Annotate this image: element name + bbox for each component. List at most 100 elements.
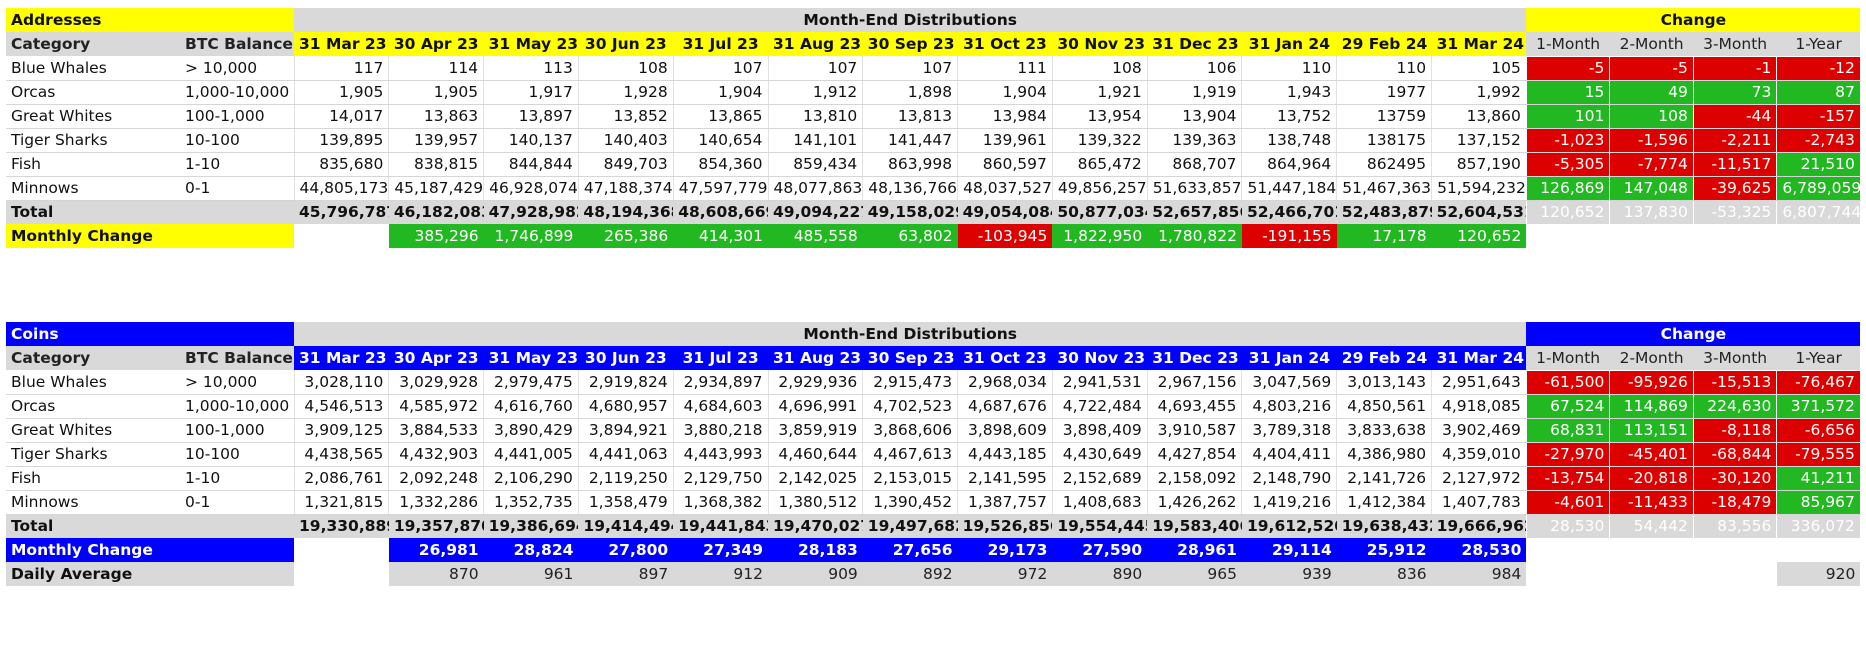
coins-section-header: Month-End Distributions [294, 322, 1527, 346]
date-header: 30 Jun 23 [578, 32, 674, 56]
daily-average-cell: 836 [1336, 562, 1432, 586]
value-cell: 138,748 [1241, 128, 1337, 153]
total-value-cell: 19,357,870 [388, 514, 484, 538]
change-col-header: 3-Month [1693, 346, 1777, 370]
total-change-cell: 336,072 [1776, 513, 1861, 539]
total-value-cell: 19,386,694 [483, 514, 579, 538]
value-cell: 107 [767, 56, 863, 81]
coins-title: Coins [6, 322, 295, 346]
total-value-cell: 50,877,034 [1052, 200, 1148, 224]
table-row: Blue Whales > 10,000 117 114 113 108 107 107 107… [6, 55, 1861, 81]
daily-average-one-year: 920 [1776, 562, 1861, 586]
change-cell: 6,789,059 [1776, 175, 1861, 201]
value-cell: 4,687,676 [957, 394, 1053, 419]
change-col-header: 3-Month [1693, 32, 1777, 56]
value-cell: 2,092,248 [388, 466, 484, 491]
total-value-cell: 48,194,368 [578, 200, 674, 224]
value-cell: 3,898,409 [1051, 418, 1148, 443]
value-cell: 1,368,382 [672, 490, 768, 515]
total-value-cell: 47,928,982 [483, 200, 579, 224]
value-cell: 860,597 [957, 152, 1053, 177]
value-cell: 862495 [1336, 152, 1432, 177]
total-value-cell: 19,583,406 [1147, 514, 1242, 538]
value-cell: 4,443,993 [672, 442, 768, 467]
date-header: 30 Apr 23 [388, 32, 484, 56]
change-cell: -15,513 [1692, 369, 1778, 395]
value-cell: 44,805,173 [293, 176, 389, 201]
value-cell: 1,412,384 [1336, 490, 1432, 515]
total-value-cell: 52,657,856 [1147, 200, 1242, 224]
value-cell: 4,441,063 [577, 442, 674, 467]
empty-cell [1526, 224, 1610, 248]
value-cell: 3,789,318 [1241, 418, 1337, 443]
date-header: 31 Mar 23 [294, 346, 389, 370]
value-cell: 13,865 [672, 104, 768, 129]
value-cell: 868,707 [1146, 152, 1242, 177]
value-cell: 2,129,750 [672, 466, 768, 491]
daily-average-label: Daily Average [6, 562, 295, 586]
addresses-title: Addresses [6, 8, 295, 32]
value-cell: 865,472 [1051, 152, 1148, 177]
value-cell: 1,919 [1146, 80, 1242, 105]
value-cell: 844,844 [483, 152, 579, 177]
change-cell: 41,211 [1776, 465, 1861, 491]
daily-average-cell: 939 [1241, 562, 1337, 586]
balance-cell: 1,000-10,000 [180, 394, 295, 419]
value-cell: 13,813 [862, 104, 958, 129]
value-cell: 1,390,452 [862, 490, 958, 515]
balance-cell: 10-100 [180, 442, 295, 467]
value-cell: 1,898 [862, 80, 958, 105]
value-cell: 3,894,921 [577, 418, 674, 443]
balance-cell: > 10,000 [180, 56, 295, 81]
total-value-cell: 52,466,701 [1241, 200, 1337, 224]
value-cell: 4,443,185 [957, 442, 1053, 467]
change-cell: 85,967 [1776, 489, 1861, 515]
category-cell: Minnows [6, 490, 180, 515]
change-cell: -13,754 [1525, 465, 1611, 491]
value-cell: 13759 [1336, 104, 1432, 129]
total-change-cell: 6,807,744 [1776, 199, 1861, 225]
value-cell: 138175 [1336, 128, 1432, 153]
daily-average-cell: 870 [388, 562, 484, 586]
value-cell: 4,918,085 [1431, 394, 1527, 419]
value-cell: 137,152 [1431, 128, 1527, 153]
date-header: 31 Aug 23 [768, 346, 863, 370]
table-row: Fish 1-10 835,680 838,815 844,844 849,703 854,… [6, 151, 1861, 177]
value-cell: 4,693,455 [1146, 394, 1242, 419]
value-cell: 1,904 [957, 80, 1053, 105]
value-cell: 1,407,783 [1431, 490, 1527, 515]
date-header: 31 Mar 24 [1431, 346, 1527, 370]
change-cell: 68,831 [1525, 417, 1611, 443]
daily-average-row: Daily Average 870 961 897 912 909 892 972 890 965… [6, 562, 1861, 586]
change-col-header: 1-Year [1776, 32, 1861, 56]
change-col-header: 2-Month [1609, 32, 1694, 56]
category-cell: Blue Whales [6, 370, 180, 395]
balance-cell: 100-1,000 [180, 104, 295, 129]
monthly-change-cell: 28,530 [1431, 538, 1527, 562]
change-cell: 101 [1525, 103, 1611, 129]
value-cell: 4,616,760 [483, 394, 579, 419]
table-row: Tiger Sharks 10-100 4,438,565 4,432,903 4,44… [6, 441, 1861, 467]
change-cell: -76,467 [1776, 369, 1861, 395]
value-cell: 107 [672, 56, 768, 81]
daily-average-cell: 984 [1431, 562, 1527, 586]
date-header: 31 Mar 24 [1431, 32, 1527, 56]
value-cell: 1,921 [1051, 80, 1148, 105]
value-cell: 1,943 [1241, 80, 1337, 105]
monthly-change-cell: 27,656 [862, 538, 958, 562]
category-cell: Fish [6, 466, 180, 491]
value-cell: 4,722,484 [1051, 394, 1148, 419]
value-cell: 141,101 [767, 128, 863, 153]
value-cell: 2,158,092 [1146, 466, 1242, 491]
value-cell: 4,803,216 [1241, 394, 1337, 419]
total-value-cell: 19,554,445 [1052, 514, 1148, 538]
total-value-cell: 48,608,669 [673, 200, 768, 224]
value-cell: 13,904 [1146, 104, 1242, 129]
value-cell: 106 [1146, 56, 1242, 81]
value-cell: 2,141,726 [1336, 466, 1432, 491]
change-cell: -5,305 [1525, 151, 1611, 177]
total-label: Total [6, 200, 295, 224]
value-cell: 4,684,603 [672, 394, 768, 419]
total-value-cell: 19,470,027 [768, 514, 863, 538]
monthly-change-cell: 28,824 [483, 538, 579, 562]
